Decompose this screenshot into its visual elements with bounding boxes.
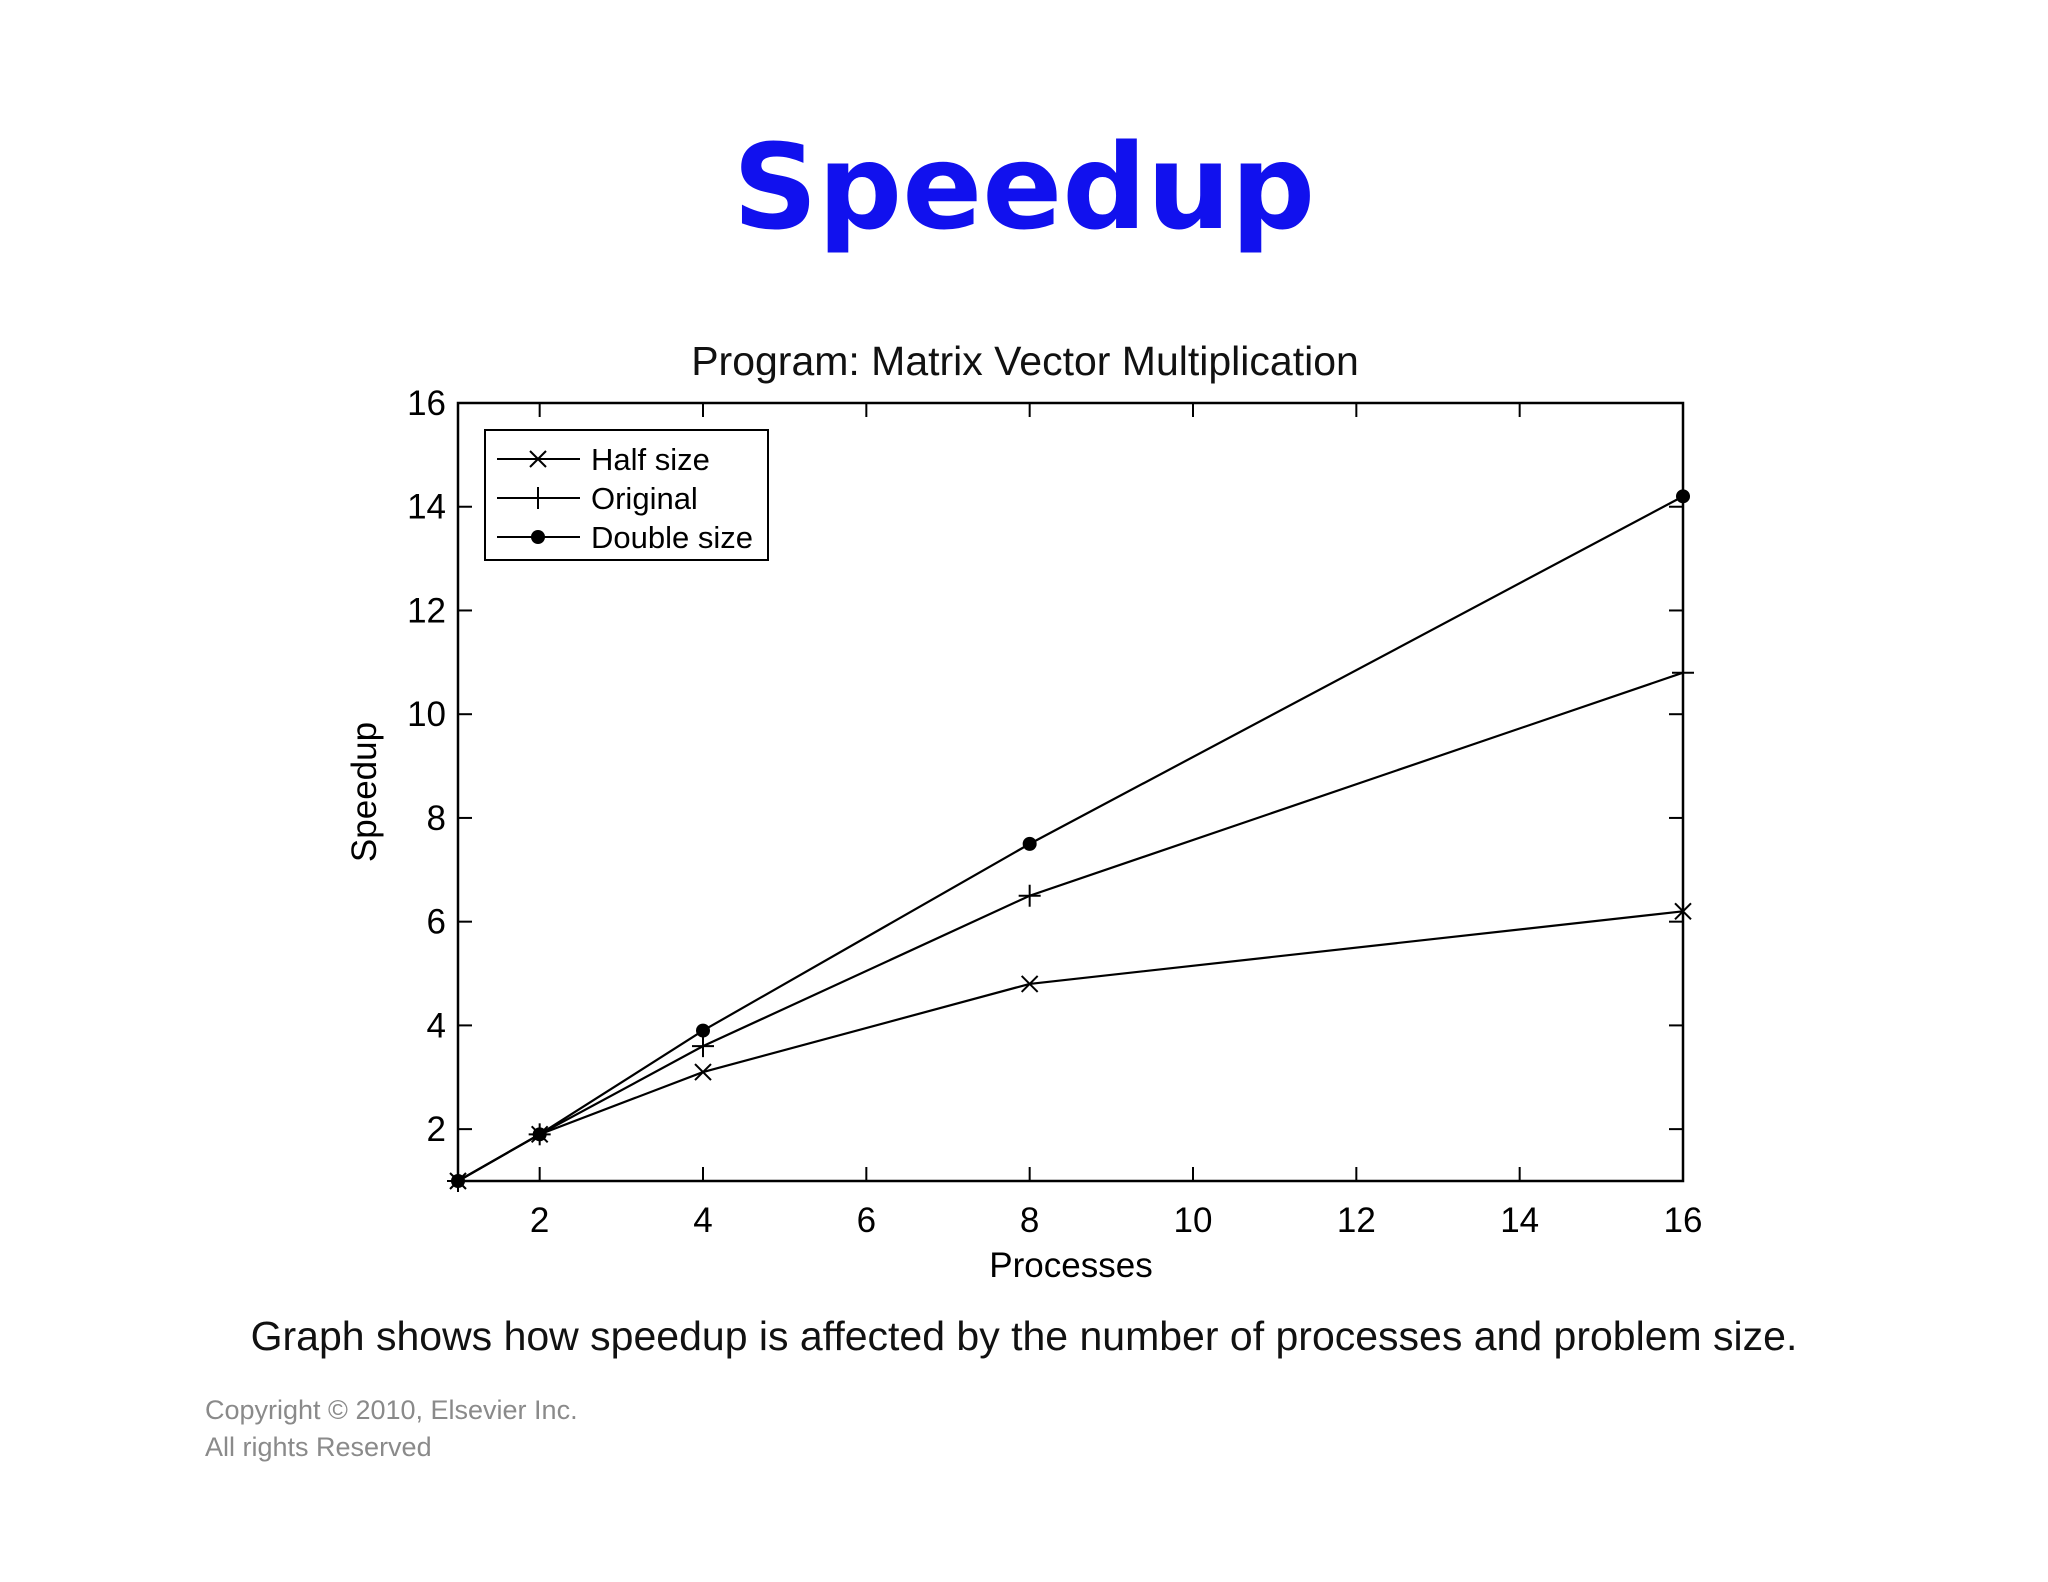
- marker-stroke: [529, 450, 547, 468]
- y-tick-label: 14: [407, 488, 446, 527]
- y-axis-label: Speedup: [345, 722, 384, 862]
- y-tick-label: 4: [427, 1006, 446, 1045]
- x-tick-label: 10: [1174, 1201, 1213, 1240]
- legend-label: Original: [591, 481, 698, 516]
- series-line-half-size: [457, 910, 1684, 1182]
- marker-stroke: [694, 1063, 712, 1081]
- axis-ticks: 2 4 6 8 10 12 14 16 2 4 6 8 10 12 14 16: [407, 384, 1702, 1240]
- data-point-double-size: [451, 1174, 465, 1188]
- legend-item-half-size: Half size: [497, 442, 710, 477]
- y-tick-label: 6: [427, 903, 446, 942]
- legend-marker-double-size: [531, 530, 545, 544]
- series-layer: [447, 489, 1694, 1192]
- data-point-original: [1018, 884, 1041, 907]
- data-point-half-size: [1674, 902, 1692, 921]
- data-point-double-size: [696, 1023, 710, 1038]
- chart-legend: Half size Original Double size: [484, 429, 769, 561]
- x-tick-label: 2: [530, 1201, 549, 1240]
- x-tick-label: 14: [1500, 1201, 1539, 1240]
- y-tick-label: 2: [427, 1110, 446, 1149]
- x-tick-label: 6: [857, 1201, 876, 1240]
- copyright-notice: Copyright © 2010, Elsevier Inc. All righ…: [205, 1392, 578, 1466]
- data-point-half-size: [694, 1063, 712, 1081]
- marker-stroke: [1020, 975, 1039, 993]
- y-tick-label: 10: [407, 695, 446, 734]
- data-point-double-size: [532, 1127, 547, 1142]
- series-line-original: [457, 671, 1684, 1182]
- data-point-original: [1672, 661, 1694, 684]
- plot-frame: [456, 401, 1685, 1183]
- data-point-double-size: [1676, 489, 1690, 504]
- y-tick-label: 8: [427, 799, 446, 838]
- x-axis-label: Processes: [989, 1246, 1152, 1285]
- series-half-size: [449, 902, 1692, 1190]
- x-tick-label: 4: [693, 1201, 712, 1240]
- legend-item-original: Original: [497, 481, 698, 516]
- chart-title: Program: Matrix Vector Multiplication: [691, 338, 1359, 384]
- legend-marker-half-size: [529, 450, 547, 468]
- legend-item-double-size: Double size: [497, 520, 753, 555]
- series-double-size: [451, 489, 1690, 1188]
- y-tick-label: 16: [407, 384, 446, 423]
- y-tick-label: 12: [407, 591, 446, 630]
- data-point-original: [692, 1035, 714, 1058]
- data-point-double-size: [1022, 836, 1037, 851]
- series-original: [447, 661, 1694, 1192]
- legend-marker-original: [527, 487, 549, 509]
- rights-line: All rights Reserved: [205, 1432, 432, 1462]
- slide-title: Speedup: [732, 118, 1316, 256]
- x-tick-label: 8: [1020, 1201, 1039, 1240]
- legend-label: Double size: [591, 520, 753, 555]
- x-tick-label: 16: [1664, 1201, 1703, 1240]
- legend-label: Half size: [591, 442, 710, 477]
- marker-stroke: [1674, 902, 1692, 921]
- slide-caption: Graph shows how speedup is affected by t…: [250, 1313, 1798, 1359]
- data-point-half-size: [1020, 975, 1039, 993]
- copyright-line: Copyright © 2010, Elsevier Inc.: [205, 1395, 578, 1425]
- x-tick-label: 12: [1337, 1201, 1376, 1240]
